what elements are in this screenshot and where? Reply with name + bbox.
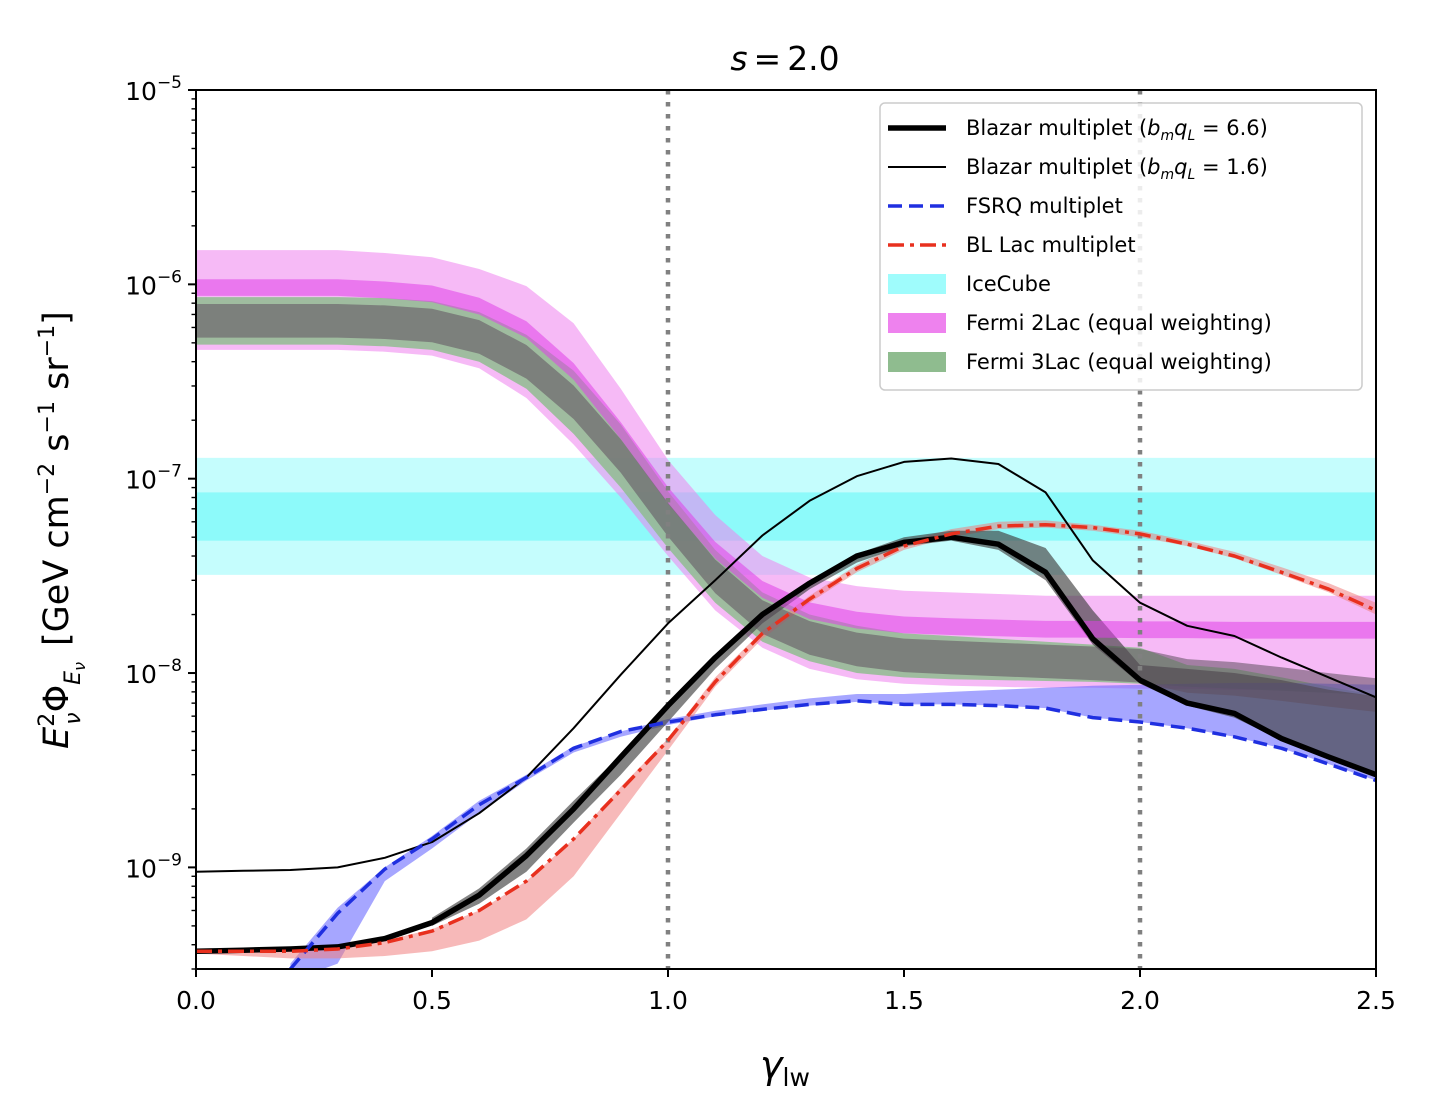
- y-label-sub-E-nu: ν: [70, 662, 89, 671]
- x-tick-label: 1.0: [648, 986, 688, 1015]
- x-label-sub: lw: [783, 1063, 810, 1092]
- series-line-2: [289, 699, 1376, 969]
- y-label-units-sup1: −2: [35, 463, 60, 495]
- legend-label: Fermi 2Lac (equal weighting): [966, 311, 1272, 335]
- y-tick-label: 10−9: [125, 850, 182, 883]
- series-line-3: [196, 522, 1376, 954]
- y-label-units-sup2: −1: [35, 401, 60, 433]
- y-label-units-mid: s: [37, 433, 77, 462]
- chart-title: s = 2.0: [730, 39, 839, 78]
- legend-label: Blazar multiplet (bmqL = 1.6): [966, 155, 1268, 183]
- y-label-sub-E: E: [61, 671, 86, 685]
- icecube-band-inner: [196, 492, 1376, 541]
- y-label-E: E: [37, 726, 77, 749]
- y-tick-label: 10−6: [125, 267, 182, 300]
- legend-label: IceCube: [966, 272, 1051, 296]
- y-label-sup2: 2: [35, 713, 60, 727]
- series-line-1: [196, 457, 1376, 873]
- legend-label: Fermi 3Lac (equal weighting): [966, 350, 1272, 374]
- y-label-units-end: sr: [37, 357, 77, 401]
- y-label-sub-nu: ν: [61, 712, 86, 724]
- y-label-units-sup3: −1: [35, 325, 60, 357]
- legend-label: FSRQ multiplet: [966, 194, 1123, 218]
- y-tick-label: 10−7: [125, 462, 182, 495]
- title-variable: s: [730, 39, 747, 78]
- series-layer: [196, 457, 1376, 969]
- legend-items: Blazar multiplet (bmqL = 6.6) Blazar mult…: [888, 116, 1272, 374]
- y-label-phi: Φ: [37, 685, 77, 713]
- x-axis-label: γlw: [760, 1043, 810, 1092]
- y-label-units: [GeV cm: [37, 495, 77, 646]
- x-ticks: 0.0 0.5 1.0 1.5 2.0 2.5: [176, 969, 1396, 1015]
- y-axis-label: E2νΦEν[GeV cm−2 s−1 sr−1]: [35, 311, 89, 749]
- axes-frame: [195, 89, 1377, 970]
- legend-label: Blazar multiplet (bmqL = 6.6): [966, 116, 1268, 144]
- title-value: 2.0: [787, 39, 839, 78]
- band-3: [196, 520, 1376, 959]
- x-tick-label: 0.5: [412, 986, 452, 1015]
- x-tick-label: 2.0: [1120, 986, 1160, 1015]
- legend-box: [879, 102, 1363, 391]
- legend-swatch-patch: [888, 352, 946, 372]
- x-label-main: γ: [760, 1043, 785, 1087]
- series-line-0: [196, 534, 1376, 955]
- x-tick-label: 1.5: [884, 986, 924, 1015]
- y-label-units-close: ]: [37, 311, 77, 325]
- y-tick-label: 10−5: [125, 73, 182, 106]
- legend-swatch-patch: [888, 313, 946, 333]
- x-tick-label: 2.5: [1356, 986, 1396, 1015]
- legend-swatch-patch: [888, 274, 946, 294]
- x-tick-label: 0.0: [176, 986, 216, 1015]
- legend-label: BL Lac multiplet: [966, 233, 1136, 257]
- plot-area: [196, 90, 1376, 969]
- legend: Blazar multiplet (bmqL = 6.6) Blazar mult…: [879, 102, 1363, 391]
- y-ticks: 10−5 10−6 10−7 10−8 10−9: [125, 73, 196, 970]
- band-3lac-core: [196, 304, 1376, 712]
- icecube-band-layer: [196, 457, 1376, 575]
- y-tick-label: 10−8: [125, 656, 182, 689]
